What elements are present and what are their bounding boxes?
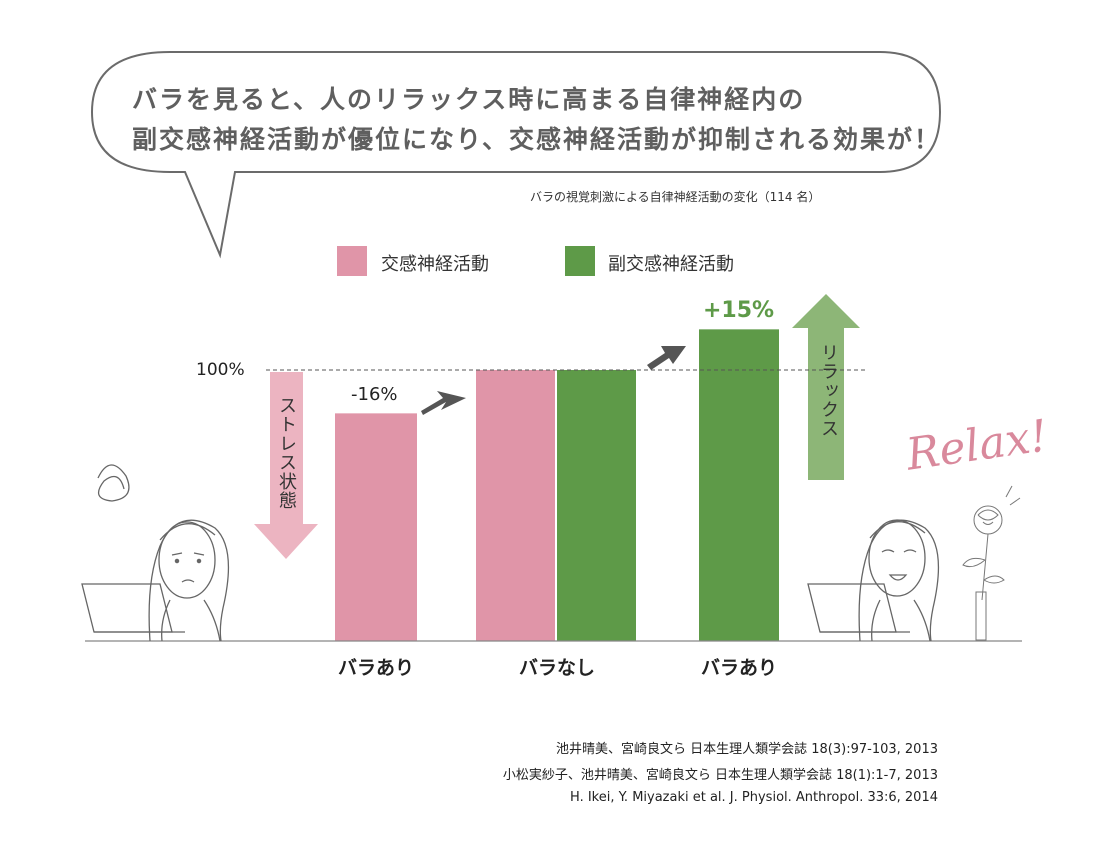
stress-state-label: ストレス状態: [276, 396, 297, 510]
baseline-label: 100%: [196, 360, 245, 380]
bar-parasympathetic-cat-1: [557, 370, 636, 641]
rose-illustration: [962, 485, 1021, 641]
minus-value-label: -16%: [351, 384, 398, 405]
increase-pointer-arrow: [647, 346, 686, 370]
relaxed-woman-illustration: [807, 519, 940, 642]
plus-value-label: +15%: [703, 298, 775, 323]
bar-sympathetic-cat-1: [476, 370, 555, 641]
bar-parasympathetic-cat-2: [699, 329, 779, 641]
legend-swatch-sympathetic: [337, 246, 367, 276]
reference-2: 小松実紗子、池井晴美、宮崎良文ら 日本生理人類学会誌 18(1):1-7, 20…: [502, 768, 938, 783]
category-label-rose-present-right: バラあり: [700, 657, 777, 679]
legend-swatch-parasympathetic: [565, 246, 595, 276]
speech-bubble: [90, 51, 942, 259]
legend-label-sympathetic: 交感神経活動: [381, 254, 489, 275]
reference-1: 池井晴美、宮崎良文ら 日本生理人類学会誌 18(3):97-103, 2013: [556, 742, 938, 757]
category-label-no-rose: バラなし: [518, 657, 595, 679]
legend-label-parasympathetic: 副交感神経活動: [608, 254, 734, 275]
relax-up-arrow: [792, 294, 860, 480]
reference-3: H. Ikei, Y. Miyazaki et al. J. Physiol. …: [570, 790, 938, 805]
decrease-pointer-arrow: [421, 391, 466, 415]
chart-subtitle: バラの視覚刺激による自律神経活動の変化（114 名）: [530, 190, 821, 204]
stress-down-arrow: [254, 372, 318, 559]
bar-sympathetic-cat-0: [335, 413, 417, 641]
stressed-woman-illustration: [81, 464, 230, 642]
relax-state-label: リラックス: [818, 343, 839, 438]
category-label-rose-present-left: バラあり: [337, 657, 414, 679]
headline-line-2: 副交感神経活動が優位になり、交感神経活動が抑制される効果が！: [132, 125, 942, 154]
headline-line-1: バラを見ると、人のリラックス時に高まる自律神経内の: [132, 85, 806, 114]
